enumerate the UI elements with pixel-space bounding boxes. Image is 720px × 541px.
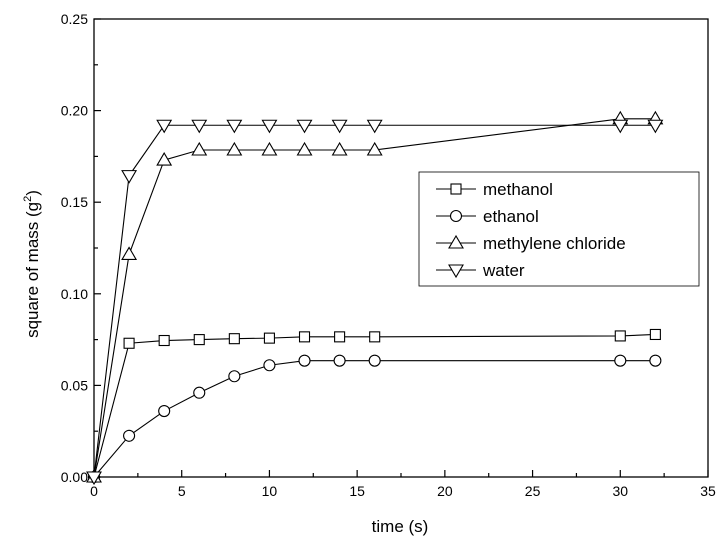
series-triangle-up [86, 110, 664, 483]
data-point [612, 119, 629, 134]
data-point [298, 354, 311, 367]
data-point [366, 119, 383, 134]
series-line [93, 360, 656, 478]
data-point [123, 429, 136, 442]
legend-marker [448, 264, 464, 279]
data-point [193, 386, 206, 399]
legend-label: methanol [483, 180, 553, 199]
data-point [228, 333, 240, 345]
series-triangle-down [86, 119, 664, 486]
legend-box [418, 171, 700, 287]
legend-entry: water [436, 261, 525, 280]
legend-label: methylene chloride [483, 234, 626, 253]
data-point [368, 354, 381, 367]
series-circle [87, 354, 662, 484]
y-axis-title-sup: 2 [22, 196, 34, 202]
y-axis-title-main: square of mass (g [23, 202, 42, 338]
data-point [366, 141, 383, 156]
legend-entry: methylene chloride [436, 234, 626, 253]
data-point [333, 354, 346, 367]
data-point [296, 141, 313, 156]
data-point [614, 354, 627, 367]
data-point [191, 141, 208, 156]
x-tick-label: 30 [612, 483, 628, 499]
legend-marker [450, 183, 462, 195]
data-point [261, 119, 278, 134]
data-point [158, 334, 170, 347]
data-point [191, 119, 208, 134]
data-point [226, 141, 243, 156]
data-point [86, 471, 102, 486]
x-tick-label: 20 [437, 483, 453, 499]
data-point [123, 337, 135, 349]
data-point [263, 332, 275, 344]
legend-label: ethanol [483, 207, 539, 226]
data-point [261, 141, 278, 156]
y-tick-label: 0.10 [61, 286, 88, 302]
y-tick-label: 0.00 [61, 469, 88, 485]
data-point [614, 330, 626, 342]
data-point [649, 328, 661, 341]
y-tick-label: 0.25 [61, 11, 88, 27]
legend-entry: ethanol [436, 207, 539, 226]
data-point [121, 246, 138, 260]
data-point [156, 151, 173, 166]
y-axis-title-tail: ) [23, 190, 42, 196]
data-point [226, 119, 243, 134]
x-tick-label: 0 [90, 483, 98, 499]
data-point [331, 119, 348, 134]
x-tick-label: 25 [525, 483, 541, 499]
x-tick-label: 15 [349, 483, 365, 499]
data-point [193, 334, 205, 346]
y-tick-label: 0.20 [61, 103, 88, 119]
data-point [121, 170, 138, 184]
x-tick-label: 5 [178, 483, 186, 499]
data-point [296, 119, 313, 134]
data-point [649, 354, 662, 367]
data-point [263, 359, 276, 372]
x-tick-label: 35 [700, 483, 716, 499]
legend-marker [448, 234, 464, 249]
data-point [158, 404, 171, 418]
data-point [369, 331, 381, 343]
legend-marker [449, 209, 463, 223]
data-point [228, 370, 241, 383]
data-point [331, 141, 348, 156]
data-point [156, 119, 173, 134]
legend-label: water [482, 261, 525, 280]
y-tick-label: 0.05 [61, 377, 88, 393]
x-tick-label: 10 [262, 483, 278, 499]
y-axis-title: square of mass (g2) [22, 190, 42, 338]
data-point [647, 119, 664, 134]
data-point [298, 331, 311, 343]
data-point [334, 331, 346, 343]
y-tick-label: 0.15 [61, 194, 88, 210]
legend-entry: methanol [436, 180, 553, 199]
x-axis-title: time (s) [372, 517, 429, 536]
